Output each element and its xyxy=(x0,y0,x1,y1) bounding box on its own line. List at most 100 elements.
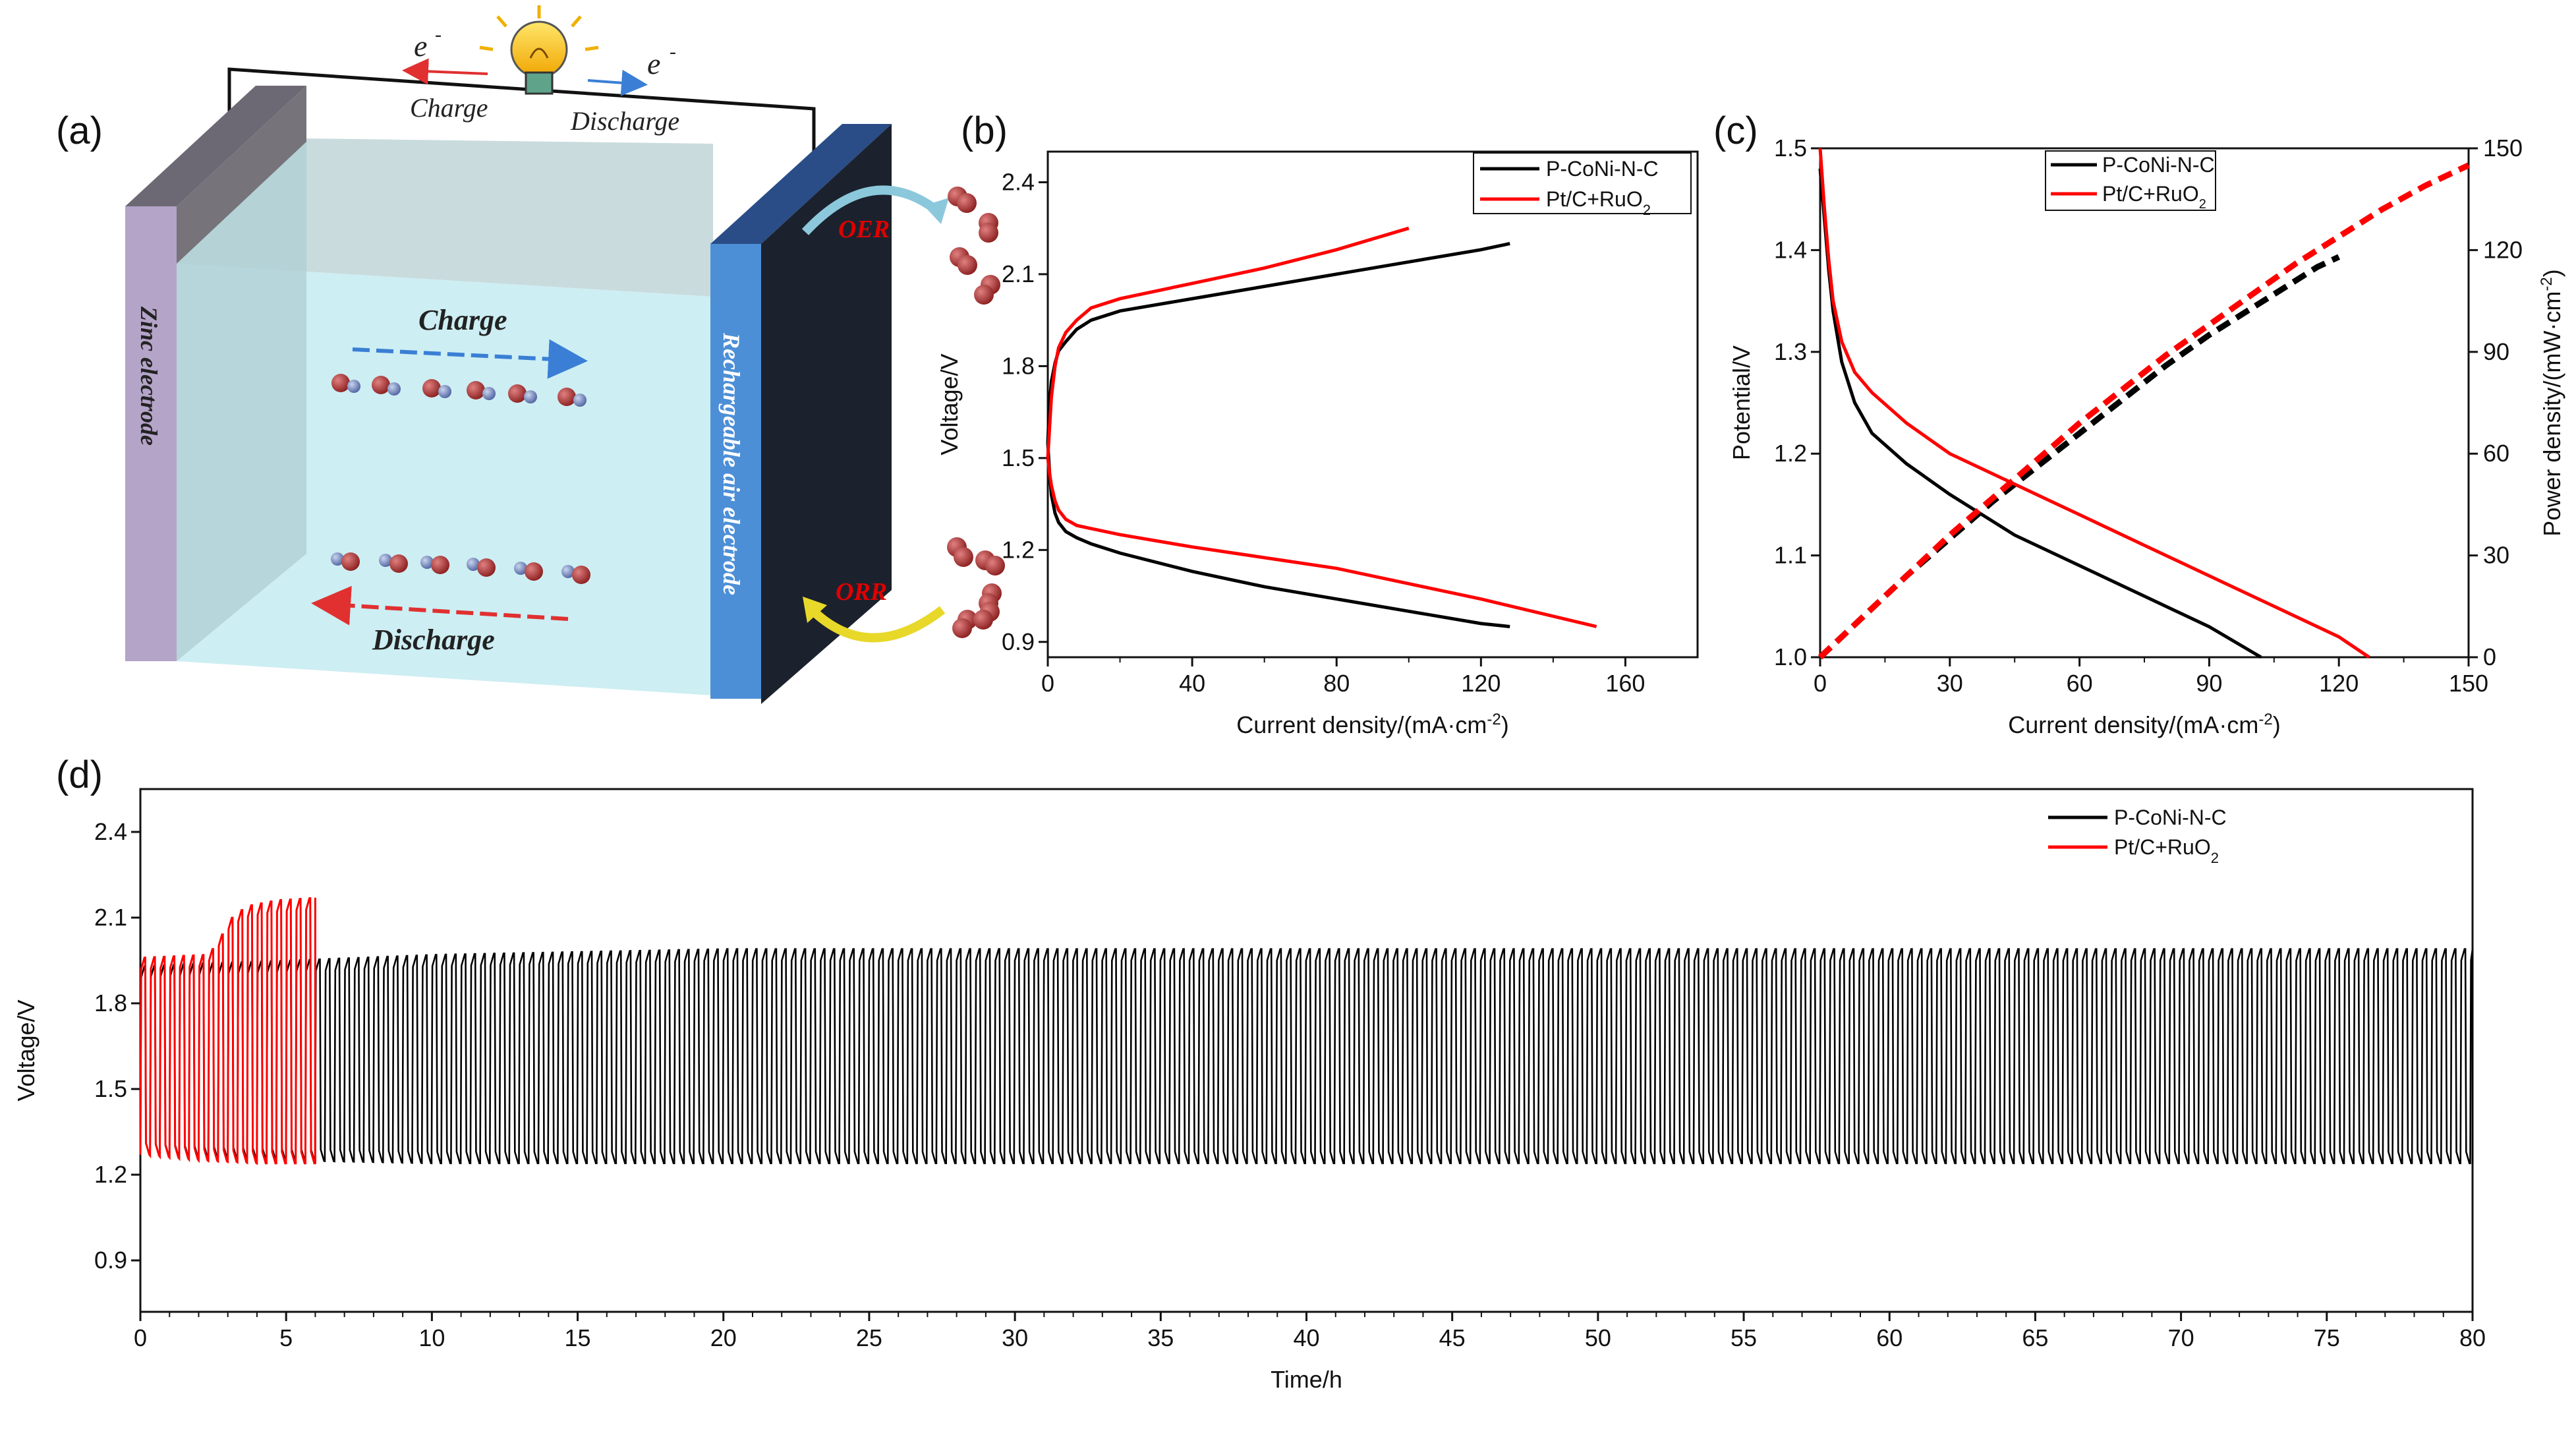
electrolyte-side xyxy=(177,138,306,661)
charge-top-label: Charge xyxy=(410,93,488,123)
y2-tick-label: 120 xyxy=(2483,236,2523,263)
legend-box xyxy=(1473,152,1692,214)
panel-c-label: (c) xyxy=(1713,109,1758,152)
y2-axis-label-tail: ) xyxy=(2538,269,2565,277)
y-tick-label: 1.1 xyxy=(1774,542,1807,569)
electron-left-arrow xyxy=(402,58,488,85)
legend-label: P-CoNi-N-C xyxy=(1546,157,1659,181)
panel-a-label: (a) xyxy=(56,109,103,152)
y-tick-label: 0.9 xyxy=(1002,628,1035,655)
molecule-row-discharge xyxy=(331,552,590,584)
x-tick-label: 150 xyxy=(2449,670,2488,697)
y-tick-label: 1.4 xyxy=(1774,236,1807,263)
panel-b-label: (b) xyxy=(961,109,1008,152)
series-charge-line xyxy=(1046,242,1510,443)
air-electrode-side xyxy=(761,124,892,704)
oer-arrowhead xyxy=(924,198,949,224)
series-polarization-line xyxy=(1818,148,2370,659)
y2-axis-label-sup: -2 xyxy=(2538,277,2556,291)
oxygen-molecules-bottom xyxy=(947,537,1005,638)
y2-tick-label: 0 xyxy=(2483,643,2496,670)
y-tick-label: 0.9 xyxy=(94,1247,127,1274)
plot-frame xyxy=(1819,147,2470,659)
orr-label: ORR xyxy=(836,578,887,606)
y-tick-label: 2.4 xyxy=(1002,168,1035,195)
electron-right-sup: - xyxy=(670,41,676,63)
y-tick-label: 1.5 xyxy=(94,1075,127,1102)
x-tick-label: 40 xyxy=(1293,1324,1319,1351)
y-axis-label: Potential/V xyxy=(1728,345,1755,460)
legend-label-sub: 2 xyxy=(2199,197,2206,212)
x-tick-label: 5 xyxy=(279,1324,293,1351)
y-tick-label: 1.2 xyxy=(94,1161,127,1188)
electrolyte-back xyxy=(177,138,713,297)
x-axis-label-tail: ) xyxy=(2273,711,2281,738)
chart-d: 0 5 10 15 20 25 30 35 40 45 50 55 60 65 70 75 80 0.9 1.2 1.… xyxy=(13,788,2486,1393)
legend-box xyxy=(2045,150,2216,211)
x-tick-label: 45 xyxy=(1439,1324,1466,1351)
series-power-line xyxy=(1818,162,2470,660)
molecule-row-charge xyxy=(331,374,587,407)
charge-arrow-label: Charge xyxy=(418,304,507,336)
discharge-arrow-label: Discharge xyxy=(372,624,495,656)
x-tick-label: 50 xyxy=(1585,1324,1611,1351)
y-tick-label: 1.5 xyxy=(1002,444,1035,471)
y-tick-label: 2.1 xyxy=(94,904,127,931)
series-discharge-line xyxy=(1046,442,1510,628)
air-electrode-label: Rechargeable air electrode xyxy=(718,332,745,595)
x-axis-label-sup: -2 xyxy=(2258,711,2272,728)
zinc-electrode-label: Zinc electrode xyxy=(136,306,162,446)
zinc-electrode-front xyxy=(125,206,177,661)
legend-label: P-CoNi-N-C xyxy=(2114,806,2227,829)
x-tick-label: 60 xyxy=(1876,1324,1903,1351)
x-tick-label: 0 xyxy=(1814,670,1827,697)
x-tick-label: 55 xyxy=(1731,1324,1757,1351)
circuit-wire xyxy=(227,67,816,177)
zinc-electrode-side xyxy=(177,86,306,264)
electron-left: e xyxy=(414,29,427,63)
y-tick-label: 1.2 xyxy=(1002,536,1035,563)
x-axis-label: Current density/(mA·cm-2) xyxy=(2008,711,2280,739)
series-polarization-line xyxy=(1818,168,2262,659)
y-tick-label: 2.1 xyxy=(1002,260,1035,287)
oer-label: OER xyxy=(838,216,890,243)
oer-arrow xyxy=(801,185,939,235)
y-tick-label: 1.5 xyxy=(1774,134,1807,162)
y-axis-label: Voltage/V xyxy=(13,999,40,1101)
x-axis-label-sup: -2 xyxy=(1487,711,1501,728)
y2-tick-label: 90 xyxy=(2483,338,2509,365)
y2-tick-label: 30 xyxy=(2483,542,2509,569)
series-power-line xyxy=(1818,254,2341,660)
series-cycling-line xyxy=(139,897,316,1165)
air-electrode-top xyxy=(710,124,892,244)
panel-d-label: (d) xyxy=(56,753,103,796)
y-tick-label: 1.8 xyxy=(94,989,127,1016)
x-tick-label: 80 xyxy=(1323,670,1350,697)
x-tick-label: 0 xyxy=(134,1324,147,1351)
y-axis-label: Voltage/V xyxy=(936,353,963,455)
air-electrode-front xyxy=(710,244,761,699)
x-tick-label: 90 xyxy=(2196,670,2222,697)
electron-right: e xyxy=(647,47,660,80)
x-tick-label: 160 xyxy=(1605,670,1645,697)
y2-axis-label: Power density/(mW·cm-2) xyxy=(2538,269,2566,536)
plot-frame xyxy=(1046,150,1699,659)
x-tick-label: 35 xyxy=(1147,1324,1174,1351)
x-tick-label: 10 xyxy=(418,1324,445,1351)
charge-arrow xyxy=(352,339,588,379)
light-bulb-icon xyxy=(479,5,599,95)
x-tick-label: 40 xyxy=(1179,670,1205,697)
x-tick-label: 60 xyxy=(2067,670,2093,697)
x-axis-label: Time/h xyxy=(1271,1366,1342,1393)
y-tick-label: 1.0 xyxy=(1774,643,1807,670)
discharge-top-label: Discharge xyxy=(570,106,679,136)
x-tick-label: 65 xyxy=(2022,1324,2048,1351)
y-tick-label: 1.2 xyxy=(1774,440,1807,467)
orr-arrow xyxy=(809,606,946,643)
x-tick-label: 0 xyxy=(1041,670,1054,697)
series-discharge-line xyxy=(1046,457,1597,628)
oxygen-molecules-top xyxy=(948,187,1000,305)
x-tick-label: 15 xyxy=(565,1324,591,1351)
x-tick-label: 75 xyxy=(2314,1324,2340,1351)
